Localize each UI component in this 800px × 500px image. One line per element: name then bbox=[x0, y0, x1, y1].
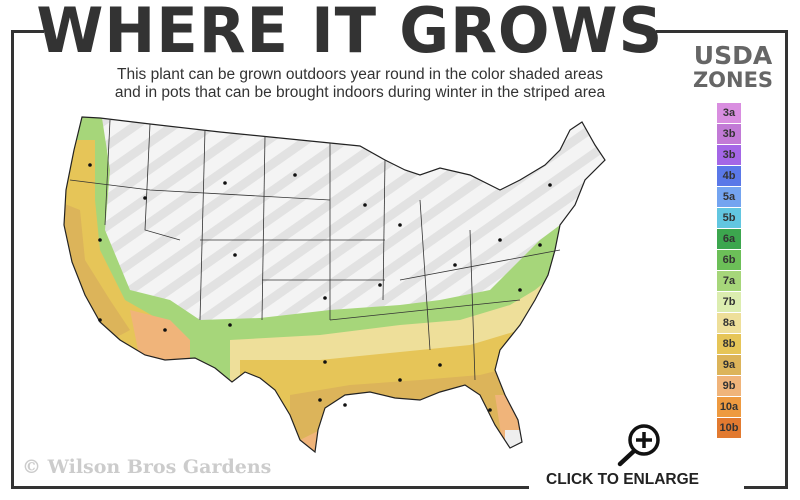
copyright-watermark: © Wilson Bros Gardens bbox=[22, 456, 272, 478]
legend-zone-swatch: 9b bbox=[717, 376, 741, 396]
legend-zone-swatch: 9a bbox=[717, 355, 741, 375]
legend-title: USDA ZONES bbox=[680, 41, 786, 92]
subtitle-line-1: This plant can be grown outdoors year ro… bbox=[117, 66, 603, 83]
frame-top-left bbox=[11, 30, 44, 33]
legend-zone-swatch: 3a bbox=[717, 103, 741, 123]
legend-zone-swatch: 6b bbox=[717, 250, 741, 270]
frame-top-right bbox=[656, 30, 788, 33]
frame-bottom-left bbox=[11, 486, 529, 489]
click-to-enlarge-label: CLICK TO ENLARGE bbox=[546, 471, 699, 488]
frame-bottom-right bbox=[744, 486, 788, 489]
legend-zone-swatch: 3b bbox=[717, 124, 741, 144]
frame-left bbox=[11, 30, 14, 489]
legend-zone-swatch: 10a bbox=[717, 397, 741, 417]
click-to-enlarge-button[interactable]: CLICK TO ENLARGE bbox=[540, 422, 730, 492]
city-markers bbox=[88, 163, 552, 412]
us-hardiness-map[interactable] bbox=[55, 105, 615, 455]
legend-zone-swatch: 10b bbox=[717, 418, 741, 438]
subtitle-line-2: and in pots that can be brought indoors … bbox=[114, 84, 606, 101]
frame-right bbox=[785, 30, 788, 489]
legend-zone-swatch: 7a bbox=[717, 271, 741, 291]
legend-title-zones: ZONES bbox=[692, 68, 774, 92]
legend-zone-swatch: 5b bbox=[717, 208, 741, 228]
legend-zone-swatch: 7b bbox=[717, 292, 741, 312]
legend-zone-swatch: 8b bbox=[717, 334, 741, 354]
legend-zone-swatch: 4b bbox=[717, 166, 741, 186]
state-borders bbox=[69, 119, 561, 381]
page-title: WHERE IT GROWS bbox=[0, 0, 700, 67]
legend-title-usda: USDA bbox=[693, 41, 773, 70]
usda-zone-legend: 3a 3b 3b 4b 5a 5b 6a 6b 7a 7b 8a 8b 9a 9b 10a 10b bbox=[717, 103, 741, 439]
legend-zone-swatch: 5a bbox=[717, 187, 741, 207]
zoom-in-magnifier-icon bbox=[617, 424, 660, 467]
legend-zone-swatch: 8a bbox=[717, 313, 741, 333]
legend-zone-swatch: 3b bbox=[717, 145, 741, 165]
page-title-text: WHERE IT GROWS bbox=[36, 0, 664, 67]
legend-zone-swatch: 6a bbox=[717, 229, 741, 249]
